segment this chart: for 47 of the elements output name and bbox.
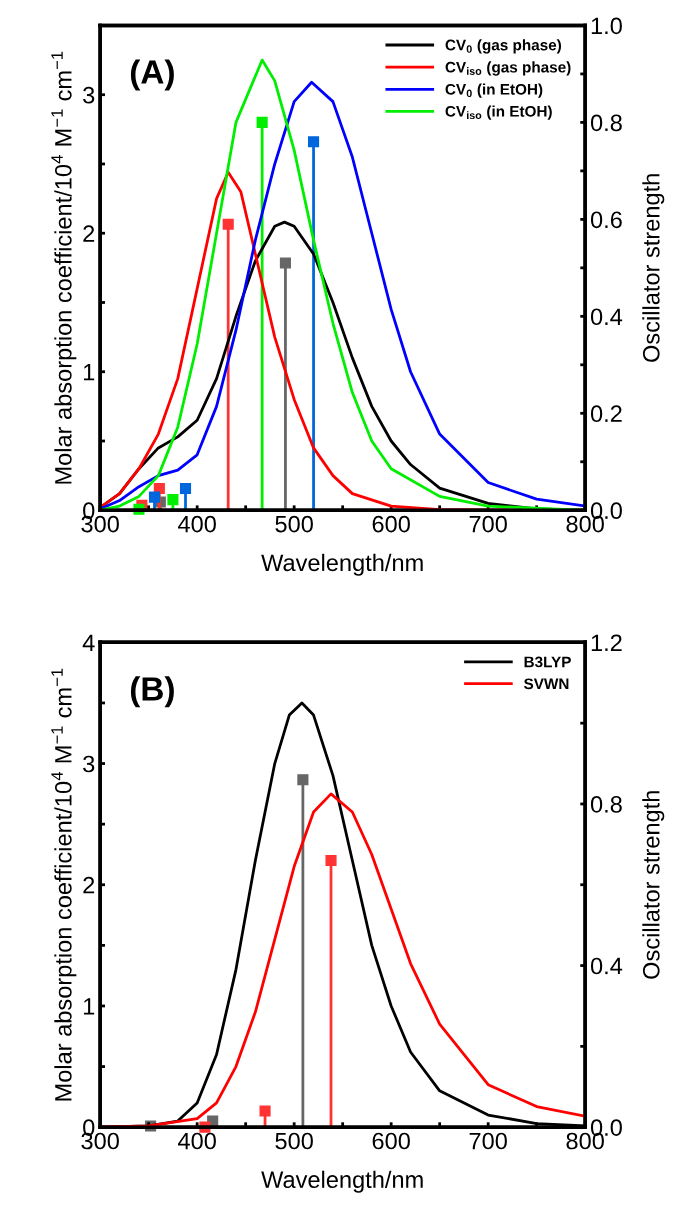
point: [222, 218, 234, 230]
y-axis-title: Molar absorption coefficient/10$^{4}$ M$^{−1}$ cm$^{−1}$: [51, 51, 77, 484]
x-axis-title: Wavelength/nm: [261, 553, 423, 576]
y2-tick-label: 0.8: [590, 796, 622, 813]
legend-label: CV$_{iso}$ (in EtOH): [445, 105, 552, 120]
y-axis-title: Molar absorption coefficient/10$^{4}$ M$^{−1}$ cm$^{−1}$: [51, 668, 77, 1101]
y-tick-label: 2: [83, 225, 95, 242]
legend-label: CV$_{0}$ (gas phase): [445, 39, 562, 54]
legend-label: SVWN: [524, 678, 569, 690]
y2-tick-label: 0.4: [590, 957, 623, 975]
point: [167, 494, 179, 506]
y2-axis-title: Oscillator strength: [642, 174, 665, 362]
point: [325, 854, 337, 867]
y-tick-label: 1: [83, 364, 95, 381]
point: [297, 774, 309, 786]
y2-tick-label: 0.8: [590, 114, 622, 132]
y-tick-label: 3: [83, 86, 95, 104]
point: [148, 491, 161, 503]
annotation: (B): [130, 676, 174, 708]
point: [179, 482, 192, 494]
point: [279, 257, 291, 269]
y2-tick-label: 0.6: [590, 211, 622, 229]
y-tick-label: 1: [83, 998, 95, 1015]
y-tick-label: 3: [83, 755, 95, 773]
x-tick-label: 500: [275, 515, 313, 533]
y2-axis-title: Oscillator strength: [642, 791, 665, 979]
point: [256, 116, 268, 128]
x-axis-title: Wavelength/nm: [261, 1170, 423, 1193]
y2-tick-label: 0.4: [590, 308, 623, 326]
y2-tick-label: 0.2: [590, 405, 622, 423]
y2-tick-label: 1.2: [591, 634, 622, 651]
y-tick-label: 2: [83, 876, 95, 894]
x-tick-label: 400: [178, 1132, 216, 1150]
y-tick-label: 4: [82, 634, 95, 651]
legend-label: CV$_{0}$ (in EtOH): [445, 83, 543, 98]
legend-label: CV$_{iso}$ (gas phase): [445, 61, 571, 76]
point: [259, 1105, 271, 1117]
x-tick-label: 400: [178, 515, 216, 533]
x-tick-label: 600: [372, 515, 410, 533]
y2-tick-label: 1.0: [591, 17, 622, 35]
legend-label: B3LYP: [524, 656, 571, 668]
x-tick-label: 700: [469, 515, 507, 533]
x-tick-label: 500: [275, 1132, 313, 1150]
x-tick-label: 600: [372, 1132, 410, 1150]
x-tick-label: 700: [469, 1132, 507, 1150]
annotation: (A): [130, 59, 174, 91]
point: [308, 136, 320, 148]
